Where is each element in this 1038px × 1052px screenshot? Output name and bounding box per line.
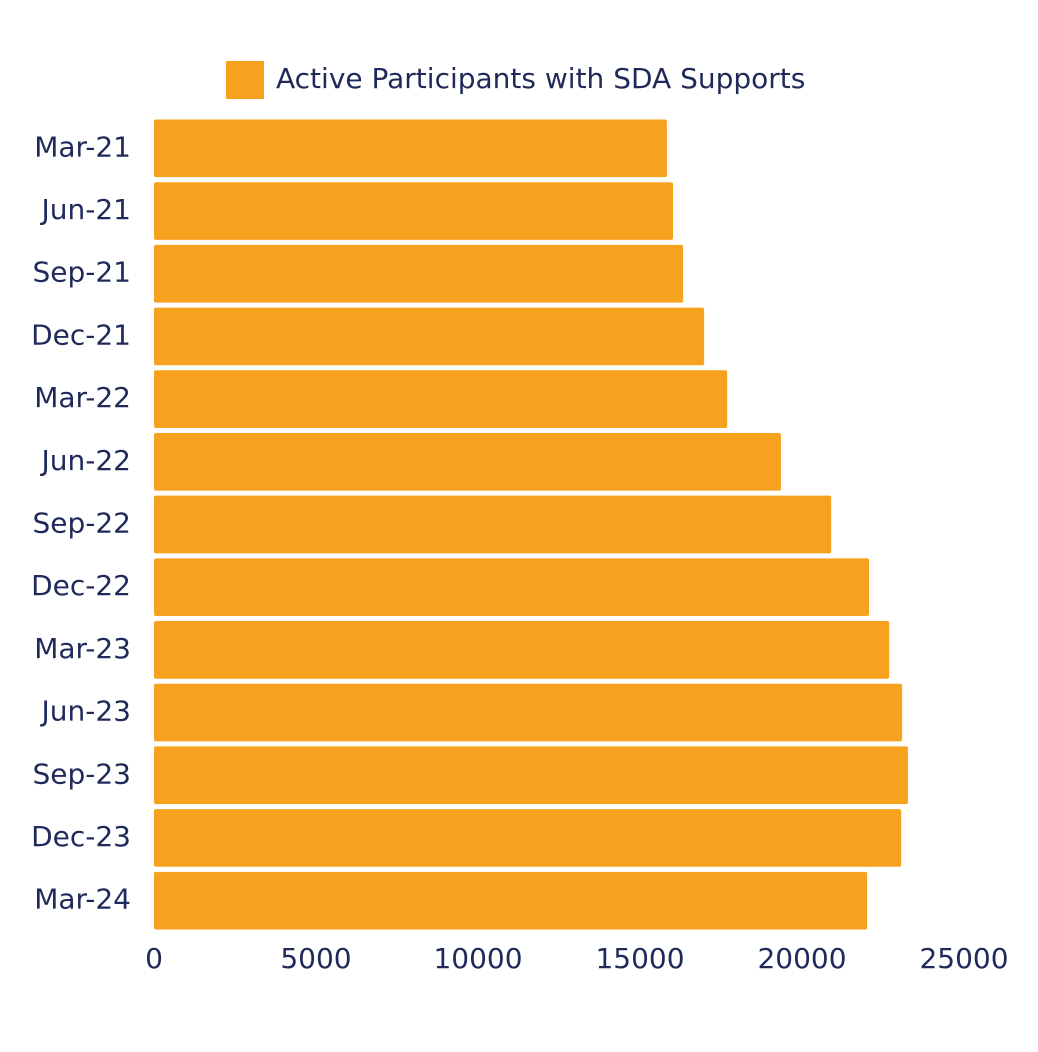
- y-tick-label: Dec-22: [31, 569, 131, 602]
- y-tick-label: Jun-23: [40, 695, 131, 728]
- bar: [154, 746, 908, 805]
- x-tick-label: 15000: [595, 942, 684, 975]
- x-tick-label: 5000: [280, 942, 351, 975]
- y-tick-label: Mar-21: [34, 130, 131, 163]
- bar: [154, 244, 684, 303]
- y-tick-label: Mar-22: [34, 381, 131, 414]
- bar: [154, 621, 890, 679]
- y-tick-label: Sep-23: [32, 757, 131, 790]
- bar: [154, 809, 902, 867]
- legend-label: Active Participants with SDA Supports: [276, 62, 805, 95]
- bar: [154, 307, 705, 366]
- legend-swatch: [226, 61, 264, 99]
- bar: [154, 432, 781, 491]
- bar: [154, 182, 674, 240]
- y-tick-label: Dec-23: [31, 820, 131, 853]
- x-tick-label: 0: [145, 942, 163, 975]
- x-tick-label: 10000: [433, 942, 522, 975]
- y-tick-label: Mar-24: [34, 883, 131, 916]
- x-tick-label: 25000: [919, 942, 1008, 975]
- bar: [154, 558, 870, 617]
- bar: [154, 370, 728, 428]
- bar: [154, 119, 667, 178]
- bar: [154, 495, 832, 554]
- bar: [154, 683, 903, 742]
- y-tick-label: Jun-21: [40, 193, 131, 226]
- y-tick-label: Sep-22: [32, 507, 131, 540]
- y-tick-label: Sep-21: [32, 256, 131, 289]
- y-tick-label: Dec-21: [31, 318, 131, 351]
- x-tick-label: 20000: [757, 942, 846, 975]
- y-tick-label: Mar-23: [34, 632, 131, 665]
- bar: [154, 871, 868, 930]
- y-tick-label: Jun-22: [40, 444, 131, 477]
